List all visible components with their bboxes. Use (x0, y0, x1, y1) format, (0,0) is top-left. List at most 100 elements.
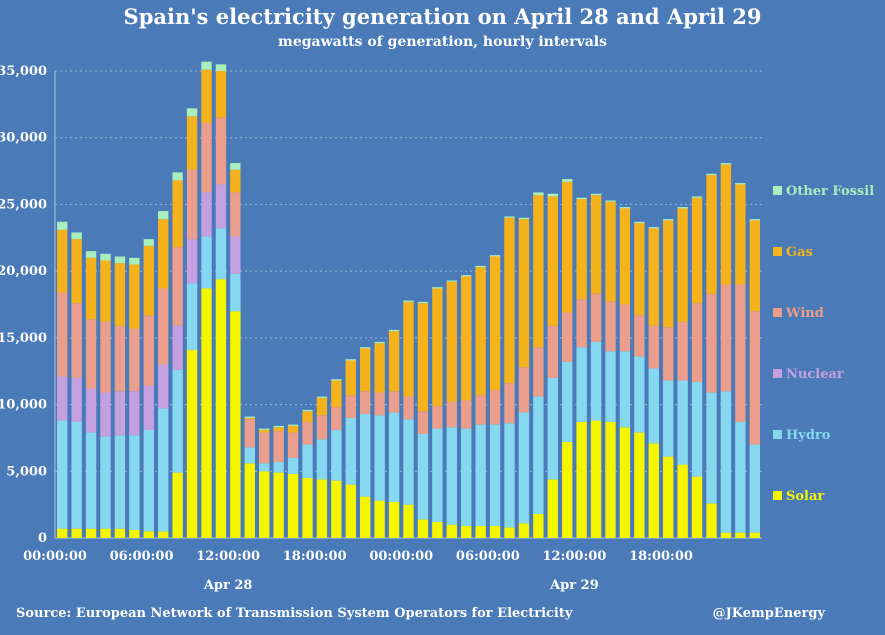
bar-segment-solar (57, 528, 68, 538)
bar-segment-solar (605, 421, 616, 538)
bar-segment-gas (287, 425, 299, 433)
bar-segment-gas (720, 164, 732, 285)
bar-segment-wind (446, 401, 457, 428)
bar-segment-nuclear (85, 388, 97, 433)
bar-segment-wind (186, 169, 198, 240)
bar-segment-solar (619, 427, 631, 538)
bar-segment-other-fossil (172, 172, 183, 181)
bar-segment-gas (749, 220, 760, 312)
bar-segment-wind (504, 383, 515, 424)
bar-segment-hydro (172, 369, 183, 473)
bar-segment-wind (691, 303, 703, 382)
bar-segment-wind (374, 392, 385, 416)
bar-segment-hydro (331, 429, 342, 481)
bar-segment-hydro (114, 435, 126, 529)
legend-swatch-solar (773, 491, 782, 500)
bar-segment-solar (547, 479, 558, 538)
bar-segment-hydro (446, 427, 457, 525)
bar-segment-other-fossil (302, 409, 313, 412)
bar-segment-solar (634, 432, 645, 538)
bar-segment-gas (172, 180, 183, 248)
bar-segment-solar (388, 501, 400, 538)
bar-segment-other-fossil (143, 239, 154, 246)
bar-segment-hydro (590, 341, 602, 421)
bar-segment-hydro (663, 380, 674, 457)
bar-segment-other-fossil (71, 232, 82, 240)
bar-segment-gas (590, 195, 602, 294)
bar-segment-solar (273, 472, 284, 538)
bar-segment-wind (215, 117, 227, 185)
bar-segment-wind (720, 284, 732, 392)
bar-segment-other-fossil (619, 207, 631, 209)
bar-segment-hydro (85, 432, 97, 529)
bar-segment-other-fossil (576, 197, 587, 200)
bar-segment-other-fossil (533, 192, 544, 196)
bar-segment-other-fossil (287, 424, 299, 426)
bar-segment-gas (648, 228, 659, 326)
bar-segment-wind (547, 325, 558, 378)
x-tick-label: 00:00:00 (23, 549, 87, 564)
bar-segment-wind (590, 293, 602, 342)
bar-segment-solar (71, 528, 82, 538)
bar-segment-gas (273, 427, 284, 432)
bar-segment-hydro (634, 356, 645, 433)
y-tick-label: 15,000 (0, 331, 47, 346)
bar-segment-wind (259, 432, 270, 464)
bar-segment-gas (735, 184, 746, 285)
bar-segment-solar (461, 525, 472, 538)
legend-swatch-wind (773, 308, 782, 317)
bar-segment-hydro (735, 421, 746, 533)
bar-segment-other-fossil (562, 179, 573, 182)
legend-label-wind: Wind (785, 306, 824, 321)
bar-segment-other-fossil (215, 64, 227, 71)
legend-label-other-fossil: Other Fossil (786, 184, 874, 199)
bar-segment-other-fossil (663, 219, 674, 221)
day-label: Apr 28 (203, 578, 253, 593)
bar-segment-other-fossil (749, 219, 760, 221)
bar-segment-gas (143, 245, 154, 316)
bar-segment-wind (57, 292, 68, 377)
bar-segment-hydro (691, 381, 703, 477)
author-credit: @JKempEnergy (712, 606, 825, 621)
bar-segment-solar (230, 311, 241, 538)
bar-segment-other-fossil (345, 359, 356, 361)
bar-segment-wind (331, 407, 342, 430)
bar-segment-hydro (749, 444, 760, 533)
bar-segment-hydro (287, 457, 299, 474)
bar-segment-other-fossil (114, 256, 126, 264)
bar-segment-gas (475, 267, 486, 396)
bar-segment-hydro (143, 429, 154, 532)
bar-segment-hydro (360, 413, 371, 497)
bar-segment-wind (475, 395, 486, 425)
bar-segment-solar (691, 476, 703, 538)
bar-segment-wind (85, 319, 97, 389)
bar-segment-wind (518, 367, 530, 413)
bar-segment-hydro (374, 415, 385, 501)
bar-segment-solar (259, 471, 270, 538)
bar-segment-hydro (461, 428, 472, 526)
bar-segment-gas (619, 208, 631, 305)
bar-segment-hydro (562, 361, 573, 442)
bar-segment-other-fossil (388, 329, 400, 332)
bar-segment-wind (417, 411, 429, 434)
y-tick-label: 30,000 (0, 131, 47, 146)
bar-segment-other-fossil (403, 300, 414, 302)
bar-segment-wind (677, 321, 688, 381)
legend-label-hydro: Hydro (786, 428, 831, 443)
bar-segment-other-fossil (57, 221, 68, 230)
bar-segment-solar (186, 349, 198, 538)
bar-segment-solar (475, 525, 486, 538)
bar-segment-solar (143, 531, 154, 538)
bar-segment-wind (201, 123, 212, 193)
bar-segment-nuclear (158, 364, 169, 409)
bar-segment-hydro (186, 283, 198, 350)
bar-segment-gas (302, 411, 313, 422)
legend-label-gas: Gas (786, 245, 813, 260)
chart-title: Spain's electricity generation on April … (123, 4, 762, 29)
legend-swatch-hydro (773, 430, 782, 439)
bar-segment-other-fossil (475, 265, 486, 268)
bar-segment-nuclear (71, 377, 82, 422)
bar-segment-wind (605, 301, 616, 352)
x-tick-label: 18:00:00 (629, 549, 693, 564)
